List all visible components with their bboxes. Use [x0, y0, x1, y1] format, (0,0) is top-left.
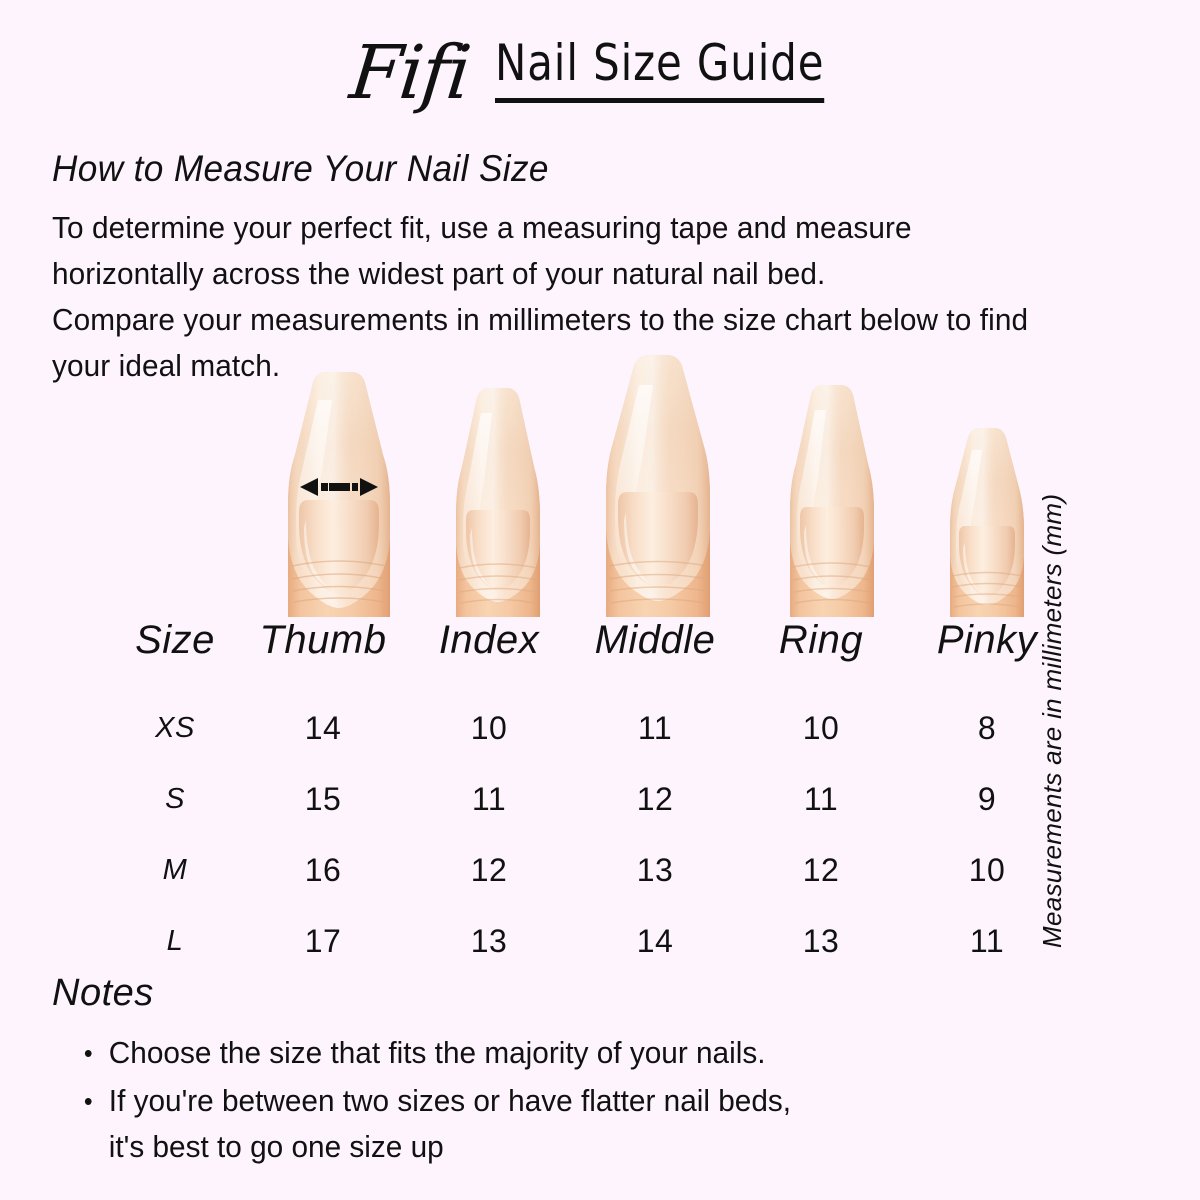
- cell-xs-thumb: 14: [304, 710, 342, 746]
- note-text-1: Choose the size that fits the majority o…: [108, 1035, 766, 1070]
- bullet-icon: •: [83, 1086, 93, 1116]
- finger-pinky: [950, 428, 1024, 617]
- cell-l-thumb: 17: [304, 923, 342, 959]
- notes-heading: Notes: [52, 972, 154, 1014]
- finger-middle: [606, 355, 710, 617]
- cell-size-s: S: [165, 783, 185, 815]
- table-row: M 16 12 13 12 10: [110, 835, 1070, 906]
- intro-line-1: To determine your perfect fit, use a mea…: [52, 210, 912, 245]
- nail-bed-width-arrow: [300, 478, 378, 496]
- cell-m-thumb: 16: [304, 852, 342, 888]
- notes-list: • Choose the size that fits the majority…: [80, 1030, 1098, 1172]
- brand-logo-fifi: Fifi: [345, 30, 474, 116]
- cell-l-ring: 13: [802, 923, 840, 959]
- cell-xs-index: 10: [470, 710, 508, 746]
- intro-subheading: How to Measure Your Nail Size: [52, 148, 549, 189]
- size-chart-table: Size Thumb Index Middle Ring Pinky XS 14…: [110, 618, 1070, 977]
- table-row: L 17 13 14 13 11: [110, 906, 1070, 977]
- intro-line-4: your ideal match.: [52, 348, 281, 383]
- cell-s-index: 11: [471, 781, 507, 817]
- page-title: Fifi Nail Size Guide: [0, 30, 1200, 116]
- bullet-icon: •: [83, 1038, 93, 1068]
- cell-s-pinky: 9: [977, 781, 997, 817]
- finger-ring: [790, 385, 874, 617]
- note-text-2: If you're between two sizes or have flat…: [108, 1083, 792, 1118]
- note-text-2-cont: it's best to go one size up: [108, 1129, 444, 1164]
- nail-bed-width-arrow-dots: [321, 483, 358, 491]
- intro-line-2: horizontally across the widest part of y…: [52, 256, 826, 291]
- cell-s-middle: 12: [636, 781, 674, 817]
- table-header-row: Size Thumb Index Middle Ring Pinky: [110, 618, 1070, 693]
- cell-m-pinky: 10: [968, 852, 1006, 888]
- units-note: Measurements are in millimeters (mm): [1037, 494, 1108, 948]
- cell-size-xs: XS: [155, 712, 195, 744]
- cell-s-ring: 11: [803, 781, 839, 817]
- cell-l-index: 13: [470, 923, 508, 959]
- cell-l-pinky: 11: [969, 923, 1005, 959]
- cell-m-middle: 13: [636, 852, 674, 888]
- units-note-text: Measurements are in millimeters (mm): [1037, 493, 1067, 948]
- intro-paragraph: To determine your perfect fit, use a mea…: [52, 205, 1089, 389]
- column-header-middle: Middle: [594, 618, 716, 662]
- cell-xs-middle: 11: [637, 710, 673, 746]
- column-header-ring: Ring: [778, 618, 864, 662]
- cell-xs-pinky: 8: [977, 710, 997, 746]
- list-item: • Choose the size that fits the majority…: [80, 1030, 1098, 1076]
- column-header-pinky: Pinky: [936, 618, 1038, 662]
- column-header-thumb: Thumb: [259, 618, 387, 662]
- column-header-size: Size: [135, 618, 215, 662]
- cell-m-ring: 12: [802, 852, 840, 888]
- intro-line-3: Compare your measurements in millimeters…: [52, 302, 1029, 337]
- cell-size-l: L: [166, 925, 184, 957]
- list-item: • If you're between two sizes or have fl…: [80, 1078, 1098, 1170]
- cell-l-middle: 14: [636, 923, 674, 959]
- size-chart: Size Thumb Index Middle Ring Pinky XS 14…: [110, 618, 1070, 977]
- cell-xs-ring: 10: [802, 710, 840, 746]
- table-row: XS 14 10 11 10 8: [110, 693, 1070, 764]
- cell-size-m: M: [162, 854, 188, 886]
- cell-s-thumb: 15: [304, 781, 342, 817]
- finger-index: [456, 388, 540, 617]
- finger-thumb: [288, 372, 390, 617]
- page-title-text: Nail Size Guide: [494, 35, 825, 103]
- column-header-index: Index: [438, 618, 540, 662]
- cell-m-index: 12: [470, 852, 508, 888]
- table-row: S 15 11 12 11 9: [110, 764, 1070, 835]
